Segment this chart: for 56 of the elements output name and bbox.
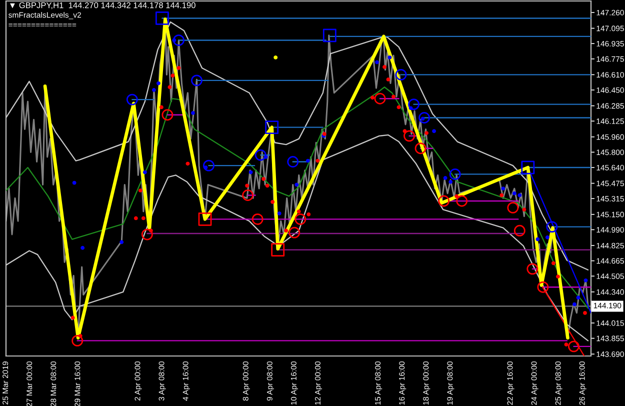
point (265, 184, 270, 188)
point (370, 96, 374, 100)
point (382, 65, 386, 69)
point (556, 274, 560, 279)
point (551, 261, 556, 266)
point (277, 211, 282, 216)
point (296, 210, 301, 214)
point (134, 216, 138, 220)
point (248, 170, 253, 174)
point (388, 55, 392, 60)
point (572, 302, 576, 306)
point (141, 216, 146, 220)
point (545, 235, 550, 240)
point (170, 74, 175, 78)
point (518, 193, 522, 198)
point (500, 193, 504, 198)
point (176, 66, 181, 70)
point (306, 158, 310, 163)
point (152, 88, 156, 92)
point (191, 110, 195, 115)
point (186, 162, 190, 166)
point (583, 310, 587, 315)
point (501, 186, 506, 191)
point (274, 55, 278, 60)
point (120, 240, 124, 244)
point (270, 200, 275, 204)
point (294, 182, 299, 187)
point (522, 208, 526, 212)
point (245, 184, 250, 188)
point (80, 246, 85, 250)
point (584, 278, 588, 282)
point (306, 212, 311, 216)
point (443, 176, 448, 180)
point (168, 85, 172, 90)
point (424, 131, 429, 136)
point (536, 237, 540, 242)
point (448, 180, 453, 184)
chart-title: ▼ GBPJPY,H1 144.270 144.342 144.178 144.190 (10, 2, 196, 10)
point (316, 158, 320, 163)
point (576, 296, 580, 300)
point (432, 129, 436, 134)
point (142, 170, 147, 174)
point (512, 191, 516, 196)
point (262, 177, 266, 181)
point (284, 228, 288, 233)
point (70, 316, 75, 320)
point (159, 105, 164, 110)
point (396, 105, 401, 110)
point (564, 342, 568, 346)
point (375, 60, 379, 64)
point (392, 94, 396, 99)
point (138, 188, 142, 192)
point (454, 194, 459, 198)
point (72, 180, 76, 185)
point (386, 78, 390, 82)
point (156, 81, 160, 86)
